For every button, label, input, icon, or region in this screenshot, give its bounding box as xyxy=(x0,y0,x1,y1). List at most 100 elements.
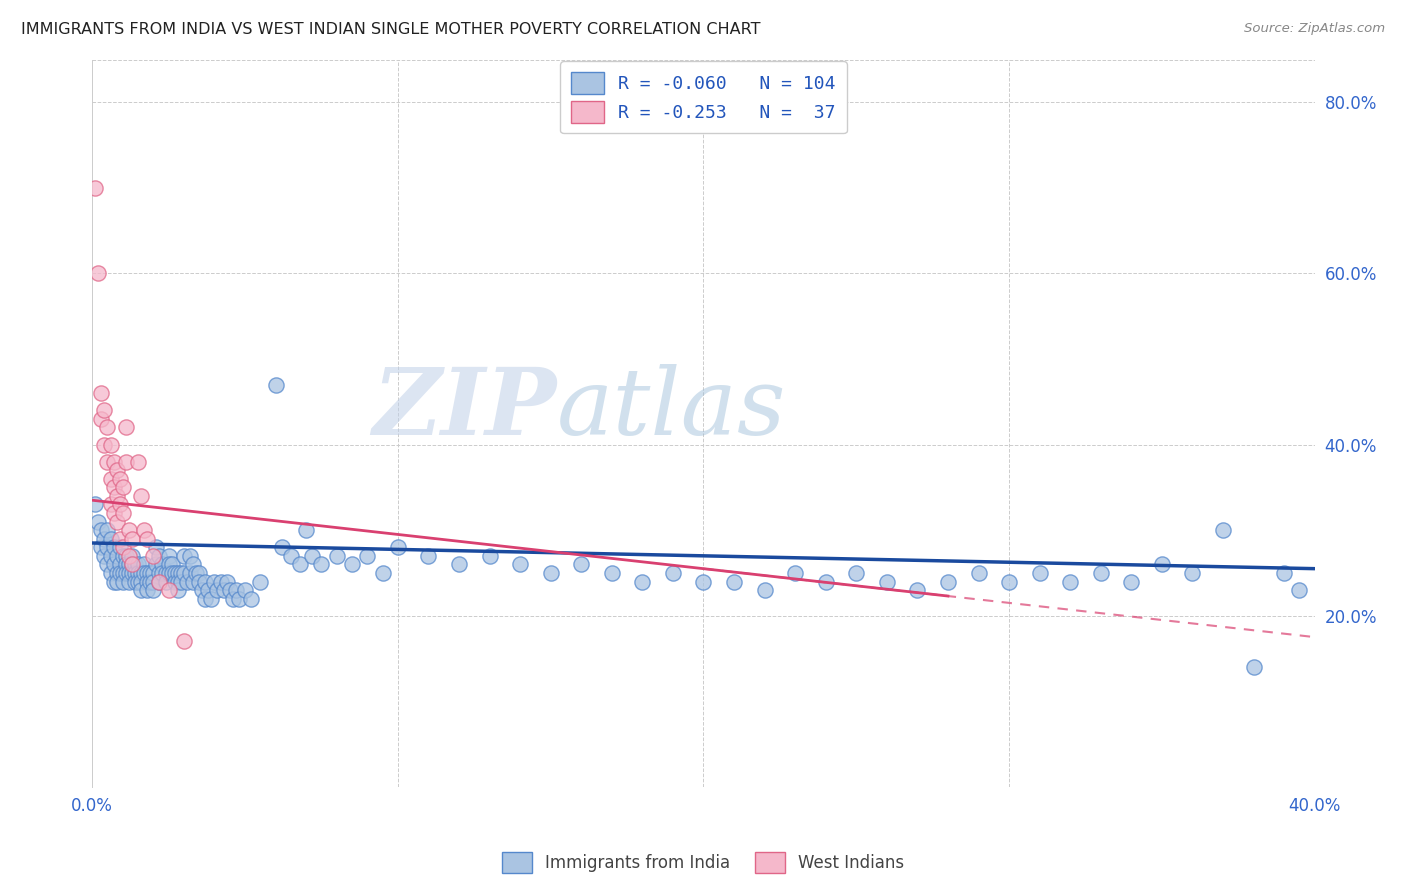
Point xyxy=(207,582,229,597)
Point xyxy=(96,558,118,572)
Point xyxy=(90,541,112,555)
Point xyxy=(96,420,118,434)
Point xyxy=(93,549,115,563)
Point xyxy=(142,582,165,597)
Point xyxy=(105,566,128,580)
Text: atlas: atlas xyxy=(557,364,786,454)
Point xyxy=(340,558,363,572)
Point xyxy=(118,566,141,580)
Point xyxy=(173,549,195,563)
Point xyxy=(218,582,240,597)
Point xyxy=(87,515,110,529)
Point xyxy=(111,506,134,520)
Point xyxy=(194,591,217,606)
Point xyxy=(160,558,183,572)
Point xyxy=(108,498,131,512)
Point xyxy=(540,566,562,580)
Point xyxy=(145,541,167,555)
Point xyxy=(447,558,470,572)
Point xyxy=(240,591,263,606)
Point xyxy=(111,574,134,589)
Point xyxy=(166,566,188,580)
Point xyxy=(936,574,959,589)
Point xyxy=(124,558,146,572)
Point xyxy=(118,558,141,572)
Point xyxy=(118,574,141,589)
Point xyxy=(134,566,156,580)
Point xyxy=(1272,566,1295,580)
Point xyxy=(157,582,180,597)
Point xyxy=(166,582,188,597)
Point xyxy=(209,574,232,589)
Point xyxy=(111,549,134,563)
Point xyxy=(129,582,152,597)
Point xyxy=(108,558,131,572)
Point xyxy=(84,181,107,195)
Point xyxy=(311,558,333,572)
Point xyxy=(148,574,170,589)
Point xyxy=(204,574,226,589)
Point xyxy=(87,267,110,281)
Point xyxy=(114,558,136,572)
Point xyxy=(108,541,131,555)
Point xyxy=(197,582,219,597)
Point xyxy=(103,558,125,572)
Point xyxy=(136,582,159,597)
Point xyxy=(163,566,186,580)
Point xyxy=(139,574,162,589)
Point xyxy=(160,566,183,580)
Point xyxy=(114,566,136,580)
Point xyxy=(371,566,394,580)
Point xyxy=(1181,566,1204,580)
Point xyxy=(136,574,159,589)
Point xyxy=(121,558,143,572)
Point xyxy=(600,566,623,580)
Text: IMMIGRANTS FROM INDIA VS WEST INDIAN SINGLE MOTHER POVERTY CORRELATION CHART: IMMIGRANTS FROM INDIA VS WEST INDIAN SIN… xyxy=(21,22,761,37)
Point xyxy=(127,574,149,589)
Point xyxy=(288,558,311,572)
Point xyxy=(93,403,115,417)
Point xyxy=(191,582,214,597)
Point xyxy=(163,574,186,589)
Point xyxy=(173,566,195,580)
Point xyxy=(100,498,122,512)
Point xyxy=(108,532,131,546)
Point xyxy=(121,558,143,572)
Point xyxy=(1150,558,1173,572)
Point xyxy=(179,566,201,580)
Point xyxy=(93,437,115,451)
Point xyxy=(998,574,1021,589)
Point xyxy=(662,566,685,580)
Point xyxy=(111,480,134,494)
Point xyxy=(105,463,128,477)
Point xyxy=(876,574,898,589)
Point xyxy=(139,566,162,580)
Point xyxy=(114,549,136,563)
Point xyxy=(170,566,193,580)
Point xyxy=(785,566,807,580)
Point xyxy=(157,558,180,572)
Point xyxy=(124,574,146,589)
Point xyxy=(222,591,245,606)
Point xyxy=(100,472,122,486)
Point xyxy=(100,566,122,580)
Point xyxy=(1212,523,1234,537)
Point xyxy=(96,523,118,537)
Point xyxy=(181,558,204,572)
Point xyxy=(814,574,837,589)
Point xyxy=(173,634,195,648)
Point xyxy=(103,574,125,589)
Point xyxy=(118,523,141,537)
Point xyxy=(100,437,122,451)
Text: Source: ZipAtlas.com: Source: ZipAtlas.com xyxy=(1244,22,1385,36)
Legend: Immigrants from India, West Indians: Immigrants from India, West Indians xyxy=(495,846,911,880)
Point xyxy=(905,582,928,597)
Point xyxy=(264,377,287,392)
Point xyxy=(105,574,128,589)
Point xyxy=(142,574,165,589)
Point xyxy=(155,566,177,580)
Point xyxy=(121,549,143,563)
Point xyxy=(181,574,204,589)
Point xyxy=(967,566,990,580)
Point xyxy=(114,455,136,469)
